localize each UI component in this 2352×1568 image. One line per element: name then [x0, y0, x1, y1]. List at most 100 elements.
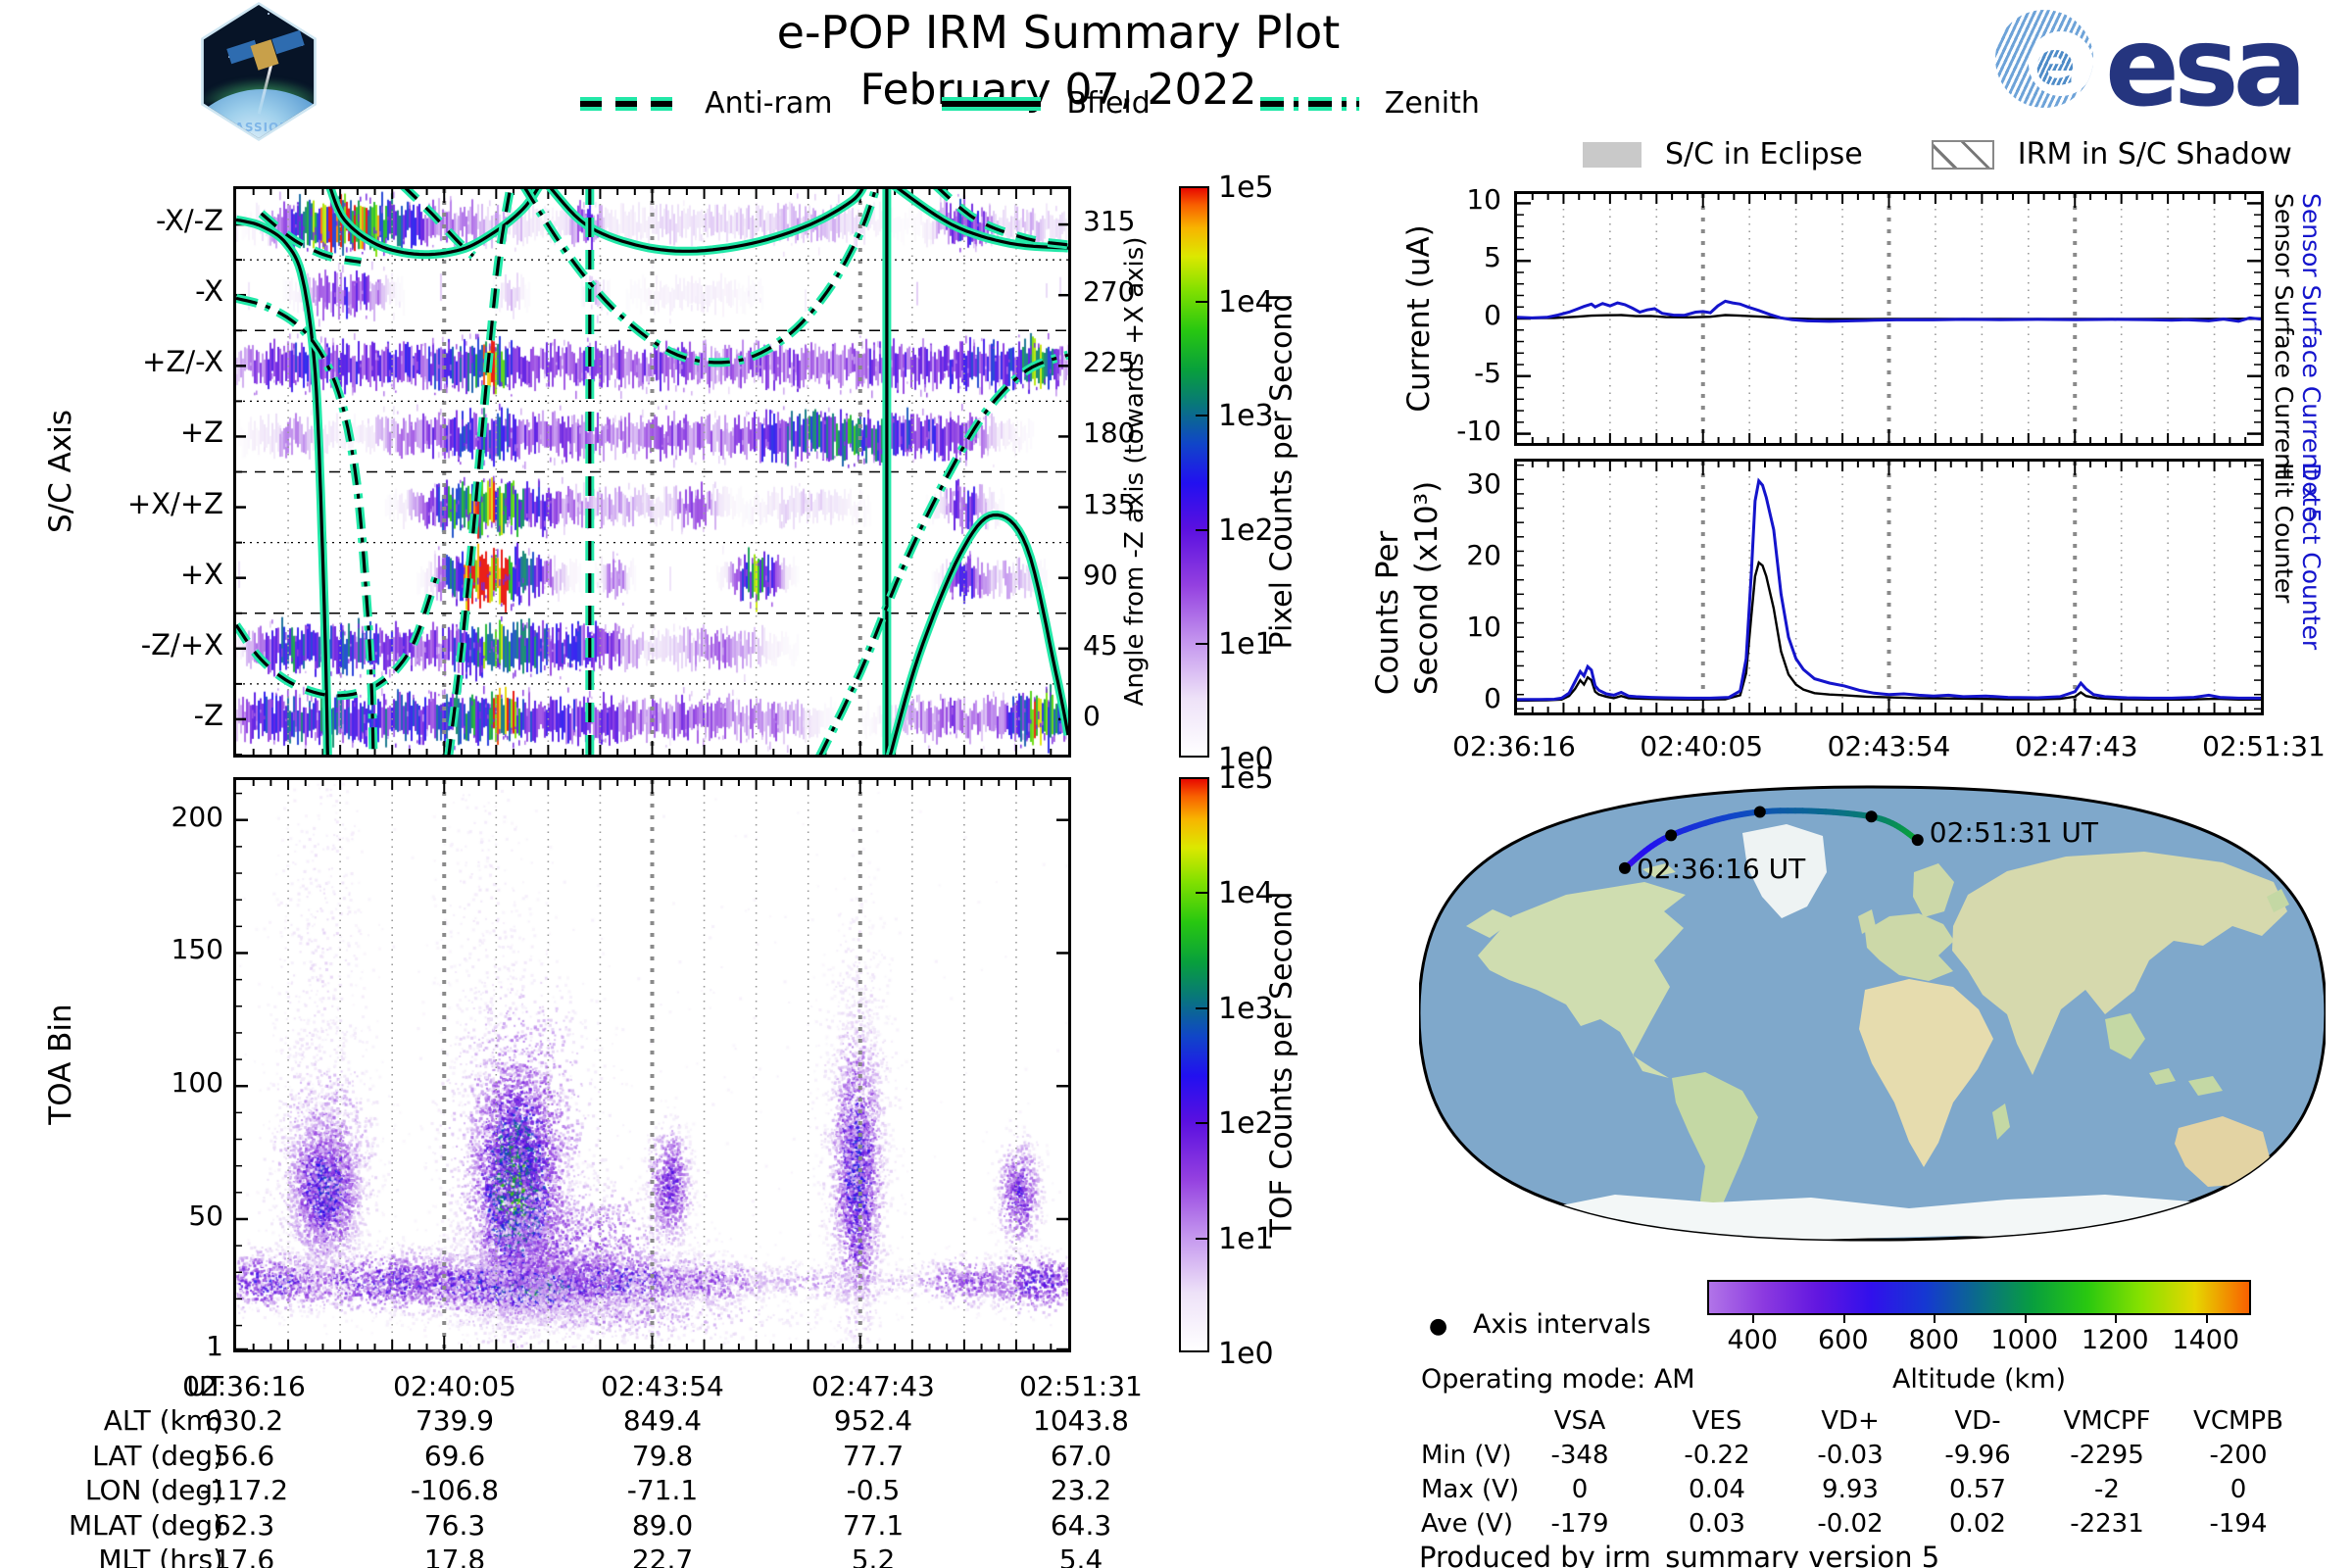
counts-ylabel: Counts Per Second (x10³)	[1370, 480, 1445, 696]
counts-right-label-blue: Detect Counter	[2297, 463, 2326, 651]
counts-ytick: 20	[1466, 538, 1501, 571]
colorbar-tick: 1e3	[1218, 991, 1274, 1026]
colorbar-tick: 1e2	[1218, 513, 1274, 548]
volt-value: -200	[2209, 1441, 2268, 1470]
volt-value: -2231	[2070, 1509, 2144, 1539]
alt-tick-label: 800	[1908, 1325, 1960, 1355]
ephem-value: 02:43:54	[601, 1370, 724, 1402]
produced-by-note: Produced by irm_summary version 5	[1419, 1541, 1940, 1568]
volt-value: -9.96	[1944, 1441, 2011, 1470]
toa-bin-tick: 200	[171, 800, 223, 833]
ephem-value: 69.6	[423, 1439, 486, 1472]
ephem-value: 17.6	[213, 1544, 275, 1568]
legend-item-eclipse: S/C in Eclipse	[1583, 137, 1863, 172]
dashed-line-swatch-icon	[580, 96, 680, 111]
counts-ytick: 10	[1466, 610, 1501, 643]
ephem-value: 76.3	[423, 1508, 486, 1542]
ephem-value: 89.0	[631, 1508, 694, 1542]
current-plot	[1514, 191, 2264, 446]
ephem-value: 630.2	[204, 1404, 284, 1438]
esa-logo-globe-icon: e	[1995, 10, 2093, 108]
angle-axis-tick: 90	[1083, 558, 1118, 591]
volt-row-label: Min (V)	[1421, 1441, 1512, 1470]
ephem-value: 5.4	[1058, 1544, 1103, 1568]
alt-tick-mark	[1934, 1315, 1936, 1323]
ephem-value: 02:40:05	[393, 1370, 516, 1402]
angle-axis-tick: 270	[1083, 275, 1136, 309]
volt-value: 0.03	[1689, 1509, 1745, 1539]
volt-value: -2	[2094, 1475, 2120, 1504]
alt-tick-mark	[2205, 1315, 2208, 1323]
current-right-label-blue: Sensor Surface Current x 5	[2297, 193, 2326, 524]
toa-bin-tick: 100	[171, 1066, 223, 1100]
volt-value: -2295	[2070, 1441, 2144, 1470]
legend-label: Zenith	[1384, 86, 1480, 121]
colorbar-tick: 1e4	[1218, 284, 1274, 319]
ephem-value: 67.0	[1050, 1439, 1112, 1472]
ephem-value: 739.9	[415, 1404, 495, 1438]
pixel-counts-colorbar	[1179, 186, 1209, 758]
tof-counts-colorbar	[1179, 777, 1209, 1352]
esa-logo-text: esa	[2105, 4, 2307, 131]
solid-line-swatch-icon	[942, 96, 1042, 111]
counts-plot	[1514, 459, 2264, 715]
legend-item-shadow: IRM in S/C Shadow	[1931, 137, 2292, 172]
ephem-value: 952.4	[833, 1404, 913, 1438]
legend-item-zenith: Zenith	[1258, 86, 1480, 121]
sc-axis-row-label: +Z/-X	[142, 345, 223, 379]
alt-tick-mark	[2115, 1315, 2118, 1323]
toa-bin-tick: 150	[171, 933, 223, 966]
volt-value: 0.57	[1949, 1475, 2006, 1504]
sc-axis-row-label: +Z	[179, 416, 223, 450]
ephem-value: -117.2	[199, 1474, 289, 1507]
sc-axis-row-label: +X/+Z	[126, 486, 223, 520]
volt-col-header: VD-	[1954, 1406, 2001, 1436]
alt-tick-label: 1400	[2172, 1325, 2240, 1355]
hatched-swatch-icon	[1931, 139, 1994, 170]
axis-intervals-legend: ● Axis intervals	[1429, 1309, 1651, 1340]
ephem-row-label: MLT (hrs)	[98, 1544, 223, 1568]
ephem-value: 02:36:16	[182, 1370, 306, 1402]
sc-axis-row-label: -X/-Z	[156, 204, 223, 238]
page-date: February 07, 2022	[859, 65, 1257, 115]
ephem-value: 5.2	[851, 1544, 896, 1568]
volt-value: 9.93	[1822, 1475, 1879, 1504]
volt-value: 0.04	[1689, 1475, 1745, 1504]
colorbar-tick-mark	[1196, 1006, 1207, 1009]
toa-bin-ylabel: TOA Bin	[43, 1004, 78, 1125]
sc-axis-row-label: -Z	[193, 698, 223, 732]
angle-axis-tick: 315	[1083, 205, 1136, 238]
volt-value: 0	[2230, 1475, 2247, 1504]
counts-right-label-black: Hit Counter	[2270, 463, 2298, 604]
axis-interval-dot	[1911, 834, 1924, 847]
colorbar-tick: 1e0	[1218, 742, 1274, 776]
alt-tick-label: 400	[1727, 1325, 1779, 1355]
colorbar-tick-mark	[1196, 1237, 1207, 1240]
counts-xtick: 02:47:43	[2014, 730, 2138, 762]
current-ytick: 10	[1466, 183, 1501, 217]
alt-tick-mark	[2024, 1315, 2027, 1323]
spectrogram-curve-legend: Anti-ram Bfield Zenith	[392, 86, 1666, 121]
ephem-value: -106.8	[410, 1474, 500, 1507]
ephem-row-label: UT	[186, 1370, 223, 1402]
volt-value: -348	[1550, 1441, 1609, 1470]
ephem-value: 17.8	[423, 1544, 486, 1568]
ephem-row-label: LON (deg)	[84, 1474, 223, 1507]
counts-xtick: 02:40:05	[1640, 730, 1764, 762]
colorbar-tick: 1e0	[1218, 1337, 1274, 1371]
counts-xtick: 02:36:16	[1452, 730, 1576, 762]
ephem-value: 79.8	[631, 1439, 694, 1472]
ephem-row-label: MLAT (deg)	[68, 1508, 223, 1542]
axis-interval-dot-icon: ●	[1429, 1314, 1448, 1339]
pixel-counts-colorbar-label: Pixel Counts per Second	[1264, 293, 1299, 650]
angle-axis-tick: 180	[1083, 416, 1136, 450]
eclipse-swatch-icon	[1583, 141, 1642, 168]
cassiope-mission-patch: CASSIOPE	[196, 2, 321, 141]
ephem-value: 77.7	[842, 1439, 905, 1472]
legend-item-bfield: Bfield	[940, 86, 1151, 121]
alt-tick-mark	[1842, 1315, 1845, 1323]
axis-interval-dot	[1753, 806, 1766, 818]
counts-ytick: 30	[1466, 466, 1501, 500]
volt-value: -194	[2209, 1509, 2268, 1539]
altitude-colorbar	[1707, 1280, 2251, 1315]
